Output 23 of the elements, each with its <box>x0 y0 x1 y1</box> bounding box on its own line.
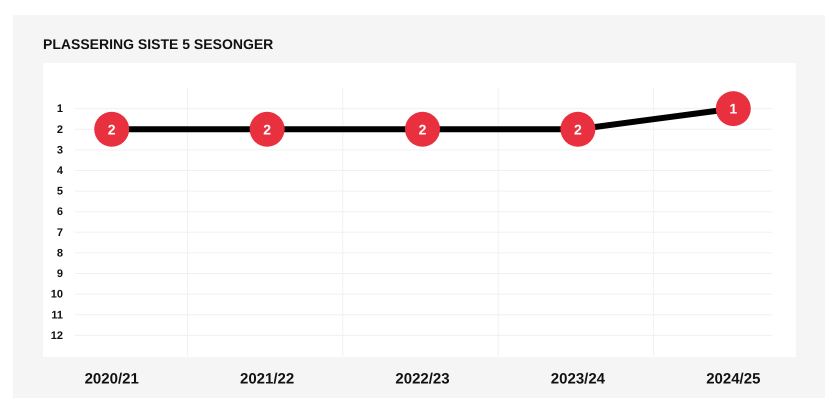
y-tick-label: 5 <box>56 186 63 198</box>
x-tick-label: 2020/21 <box>84 370 139 388</box>
y-tick-label: 2 <box>56 124 63 136</box>
x-tick-label: 2023/24 <box>550 370 606 388</box>
y-tick-label: 11 <box>51 309 63 322</box>
y-tick-label: 4 <box>56 164 64 177</box>
y-tick-label: 8 <box>56 247 63 260</box>
data-label: 2 <box>574 121 582 138</box>
y-tick-label: 9 <box>56 268 63 280</box>
x-tick-label: 2021/22 <box>240 370 294 388</box>
y-tick-label: 12 <box>50 330 63 342</box>
y-tick-label: 10 <box>50 288 63 301</box>
data-label: 1 <box>729 100 738 117</box>
x-tick-label: 2024/25 <box>706 370 760 388</box>
data-label: 2 <box>418 121 427 138</box>
y-tick-label: 6 <box>56 206 63 218</box>
data-label: 2 <box>108 121 116 138</box>
data-label: 2 <box>263 121 272 138</box>
y-tick-label: 1 <box>56 103 63 116</box>
chart-title: PLASSERING SISTE 5 SESONGER <box>43 36 274 52</box>
x-tick-label: 2022/23 <box>395 370 450 388</box>
y-tick-label: 7 <box>56 226 63 239</box>
y-tick-label: 3 <box>56 144 63 156</box>
